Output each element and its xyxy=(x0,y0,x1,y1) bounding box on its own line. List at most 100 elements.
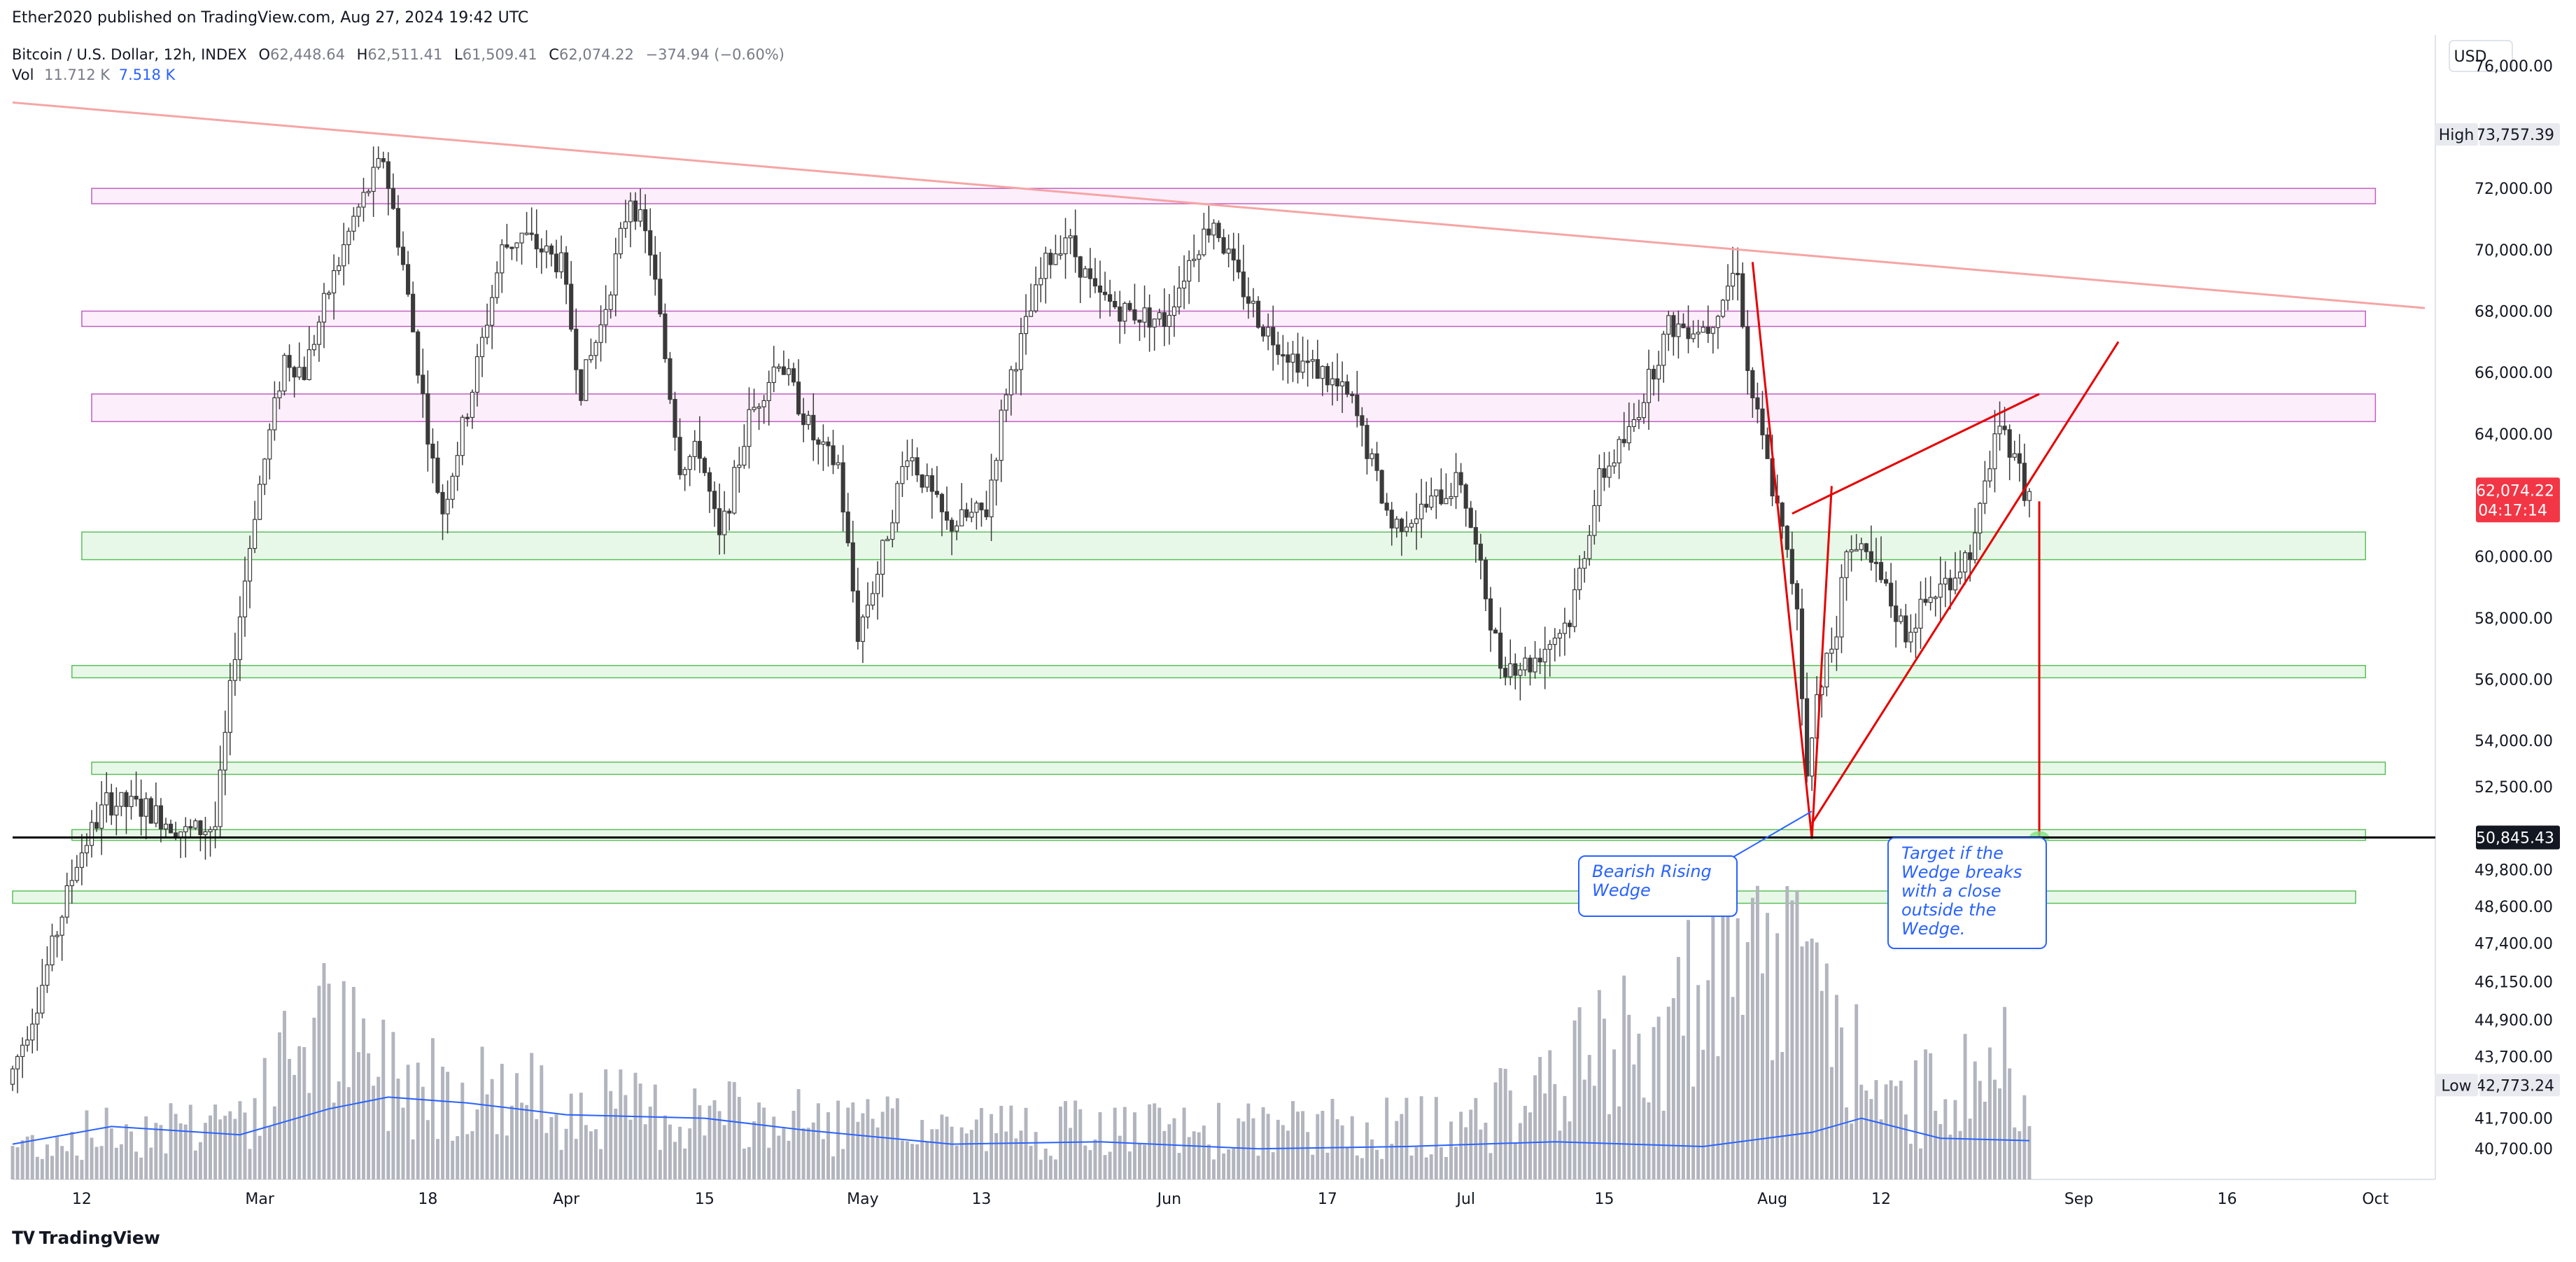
candle xyxy=(342,244,346,267)
candle xyxy=(247,547,253,582)
candle xyxy=(920,474,924,488)
volume-bar xyxy=(1805,941,1809,1179)
candle xyxy=(865,604,871,618)
candle xyxy=(1799,608,1805,699)
volume-bar xyxy=(831,1156,836,1179)
candle xyxy=(890,522,895,540)
volume-bar xyxy=(1617,1106,1621,1179)
candle xyxy=(910,457,915,462)
candle xyxy=(1157,312,1162,320)
level-tag-bg xyxy=(2476,825,2560,850)
candle xyxy=(1794,583,1800,610)
time-tick-label: Jun xyxy=(1156,1191,1181,1208)
candle xyxy=(949,519,955,532)
candle xyxy=(939,493,945,512)
candle xyxy=(1859,543,1864,550)
volume-bar xyxy=(2003,1007,2007,1179)
candle xyxy=(450,475,455,500)
candle xyxy=(1715,316,1720,328)
candle xyxy=(1152,318,1157,328)
time-tick-label: 18 xyxy=(418,1191,437,1208)
candle xyxy=(1083,268,1088,278)
candle xyxy=(1508,663,1513,678)
volume-bar xyxy=(945,1116,949,1179)
volume-bar xyxy=(99,1146,104,1179)
volume-bar xyxy=(312,1017,316,1179)
annotation-target[interactable]: Target if the Wedge breaks with a close … xyxy=(1887,837,2047,949)
volume-bar xyxy=(1711,915,1715,1179)
volume-bar xyxy=(1321,1111,1325,1179)
candle xyxy=(381,157,386,162)
volume-bar xyxy=(846,1107,850,1179)
candle xyxy=(1720,300,1726,317)
candle xyxy=(1340,381,1345,387)
volume-bar xyxy=(1335,1119,1339,1179)
annotation-bearish-wedge[interactable]: Bearish Rising Wedge xyxy=(1578,855,1738,917)
candle xyxy=(1810,737,1815,777)
volume-bar xyxy=(367,1053,371,1179)
volume-bar xyxy=(223,1115,227,1179)
time-tick-label: 12 xyxy=(1871,1191,1891,1208)
volume-bar xyxy=(1424,1157,1428,1179)
candle xyxy=(1276,344,1281,356)
candle xyxy=(50,935,55,966)
volume-bar xyxy=(248,1149,252,1179)
candle xyxy=(1528,657,1533,673)
high-label-bg xyxy=(2435,123,2478,146)
candle xyxy=(766,381,771,401)
candle xyxy=(1973,532,1978,561)
volume-bar xyxy=(1706,980,1710,1179)
volume-bar xyxy=(1222,1153,1226,1179)
candle xyxy=(1636,417,1641,421)
volume-bar xyxy=(1666,1007,1670,1179)
candle xyxy=(1691,333,1696,339)
symbol-legend[interactable]: Bitcoin / U.S. Dollar, 12h, INDEX O62,44… xyxy=(12,46,784,63)
time-tick-label: 15 xyxy=(1594,1191,1614,1208)
candle xyxy=(1330,378,1335,386)
candle xyxy=(1894,605,1899,622)
volume-bar xyxy=(1143,1144,1147,1179)
tradingview-logo[interactable]: 𝐓𝐕 TradingView xyxy=(12,1228,160,1249)
candle xyxy=(1710,327,1715,334)
candle xyxy=(633,200,638,222)
candle xyxy=(326,292,332,295)
candle xyxy=(727,510,732,514)
candle xyxy=(1701,326,1705,333)
volume-bar xyxy=(816,1103,820,1179)
volume-bar xyxy=(994,1133,999,1179)
volume-bar xyxy=(772,1116,776,1179)
candle xyxy=(1736,272,1740,276)
candle xyxy=(564,252,569,285)
volume-legend[interactable]: Vol 11.712 K 7.518 K xyxy=(12,66,175,83)
volume-bar xyxy=(624,1095,628,1179)
candle xyxy=(1251,300,1256,304)
candle xyxy=(742,446,747,466)
volume-bar xyxy=(1558,1130,1562,1179)
candle xyxy=(2007,429,2012,458)
candle xyxy=(188,826,193,829)
candle xyxy=(1004,394,1008,411)
candle xyxy=(1260,327,1266,337)
candle xyxy=(712,491,717,510)
volume-bar xyxy=(737,1097,741,1179)
candle xyxy=(1765,434,1770,459)
volume-bar xyxy=(94,1147,99,1179)
candle xyxy=(139,799,143,817)
candle xyxy=(1968,552,1973,561)
volume-bar xyxy=(915,1144,920,1179)
low-label: Low xyxy=(2441,1077,2471,1095)
candle xyxy=(855,590,860,643)
candle xyxy=(1804,698,1810,777)
volume-bar xyxy=(1429,1154,1433,1179)
candle xyxy=(1113,300,1118,308)
candle xyxy=(589,355,593,360)
candle xyxy=(648,230,653,255)
volume-bar xyxy=(1938,1123,1943,1179)
candle xyxy=(440,491,445,514)
candle xyxy=(258,484,262,520)
candle xyxy=(124,792,129,807)
candle xyxy=(1567,622,1572,627)
volume-bar xyxy=(925,1142,929,1179)
